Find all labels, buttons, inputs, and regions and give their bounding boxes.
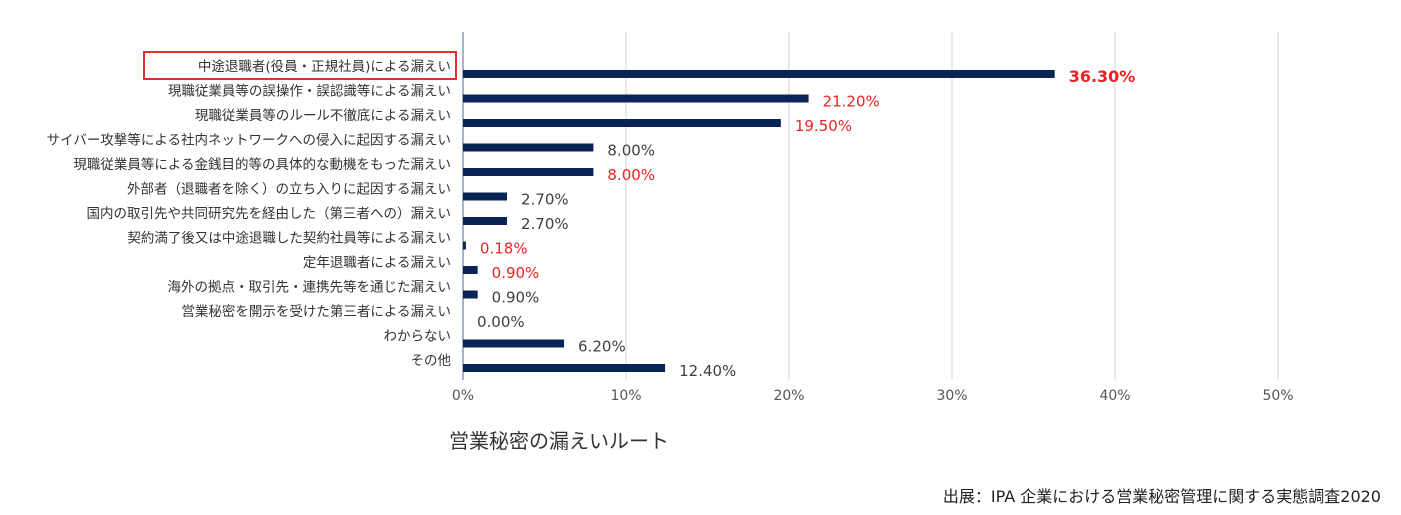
bar (463, 192, 508, 201)
x-tick-labels: 0% 10% 20% 30% 40% 50% (452, 388, 1294, 404)
bar (463, 70, 1055, 78)
bars (463, 70, 1055, 372)
value-label: 36.30% (1069, 67, 1136, 86)
value-label: 8.00% (607, 166, 655, 184)
category-label: 国内の取引先や共同研究先を経由した（第三者への）漏えい (87, 205, 452, 222)
bar (463, 266, 478, 274)
bar (463, 339, 565, 348)
source-note: 出展：IPA 企業における営業秘密管理に関する実態調査2020 (942, 487, 1381, 506)
bar (463, 168, 594, 176)
category-label: 海外の拠点・取引先・連携先等を通じた漏えい (168, 279, 452, 296)
category-label: 現職従業員等のルール不徹底による漏えい (195, 107, 451, 124)
bar (463, 143, 594, 152)
value-label: 2.70% (521, 191, 569, 209)
bar (463, 241, 466, 250)
value-label: 0.00% (477, 313, 525, 331)
highlight-box-group (143, 51, 457, 80)
category-label: 営業秘密を開示を受けた第三者による漏えい (181, 303, 451, 320)
category-label: わからない (384, 329, 452, 345)
x-tick-label: 30% (936, 388, 967, 404)
bar (463, 94, 809, 103)
value-label: 6.20% (578, 338, 626, 356)
category-labels: 中途退職者(役員・正規社員)による漏えい現職従業員等の誤操作・誤認識等による漏え… (47, 58, 451, 369)
x-tick-label: 50% (1262, 388, 1293, 404)
category-label: 現職従業員等の誤操作・誤認識等による漏えい (168, 83, 451, 100)
grid-lines (462, 32, 1279, 380)
category-label: 外部者（退職者を除く）の立ち入りに起因する漏えい (127, 182, 451, 198)
category-label: 中途退職者(役員・正規社員)による漏えい (198, 58, 451, 75)
bar (463, 217, 508, 225)
category-label: 定年退職者による漏えい (303, 255, 451, 271)
value-label: 2.70% (521, 215, 569, 233)
category-label: その他 (411, 353, 452, 369)
x-tick-label: 10% (610, 388, 641, 404)
value-label: 8.00% (607, 142, 655, 160)
bar (463, 290, 478, 299)
chart-title: 営業秘密の漏えいルート (449, 429, 669, 453)
x-tick-label: 40% (1099, 388, 1130, 404)
value-label: 0.90% (492, 289, 540, 307)
bar (463, 119, 781, 127)
value-label: 0.18% (480, 240, 528, 258)
value-label: 12.40% (679, 362, 736, 380)
x-tick-label: 0% (452, 388, 474, 404)
category-label: サイバー攻撃等による社内ネットワークへの侵入に起因する漏えい (47, 132, 451, 149)
highlight-box (143, 51, 457, 80)
category-label: 現職従業員等による金銭目的等の具体的な動機をもった漏えい (73, 156, 451, 173)
value-labels: 36.30% 21.20% 19.50% 8.00% 8.00% 2.70% 2.70% 0.… (477, 67, 1135, 380)
value-label: 0.90% (492, 264, 540, 282)
x-tick-label: 20% (773, 388, 804, 404)
value-label: 19.50% (795, 117, 852, 135)
bar (463, 364, 666, 372)
category-label: 契約満了後又は中途退職した契約社員等による漏えい (127, 230, 451, 247)
value-label: 21.20% (823, 93, 880, 111)
